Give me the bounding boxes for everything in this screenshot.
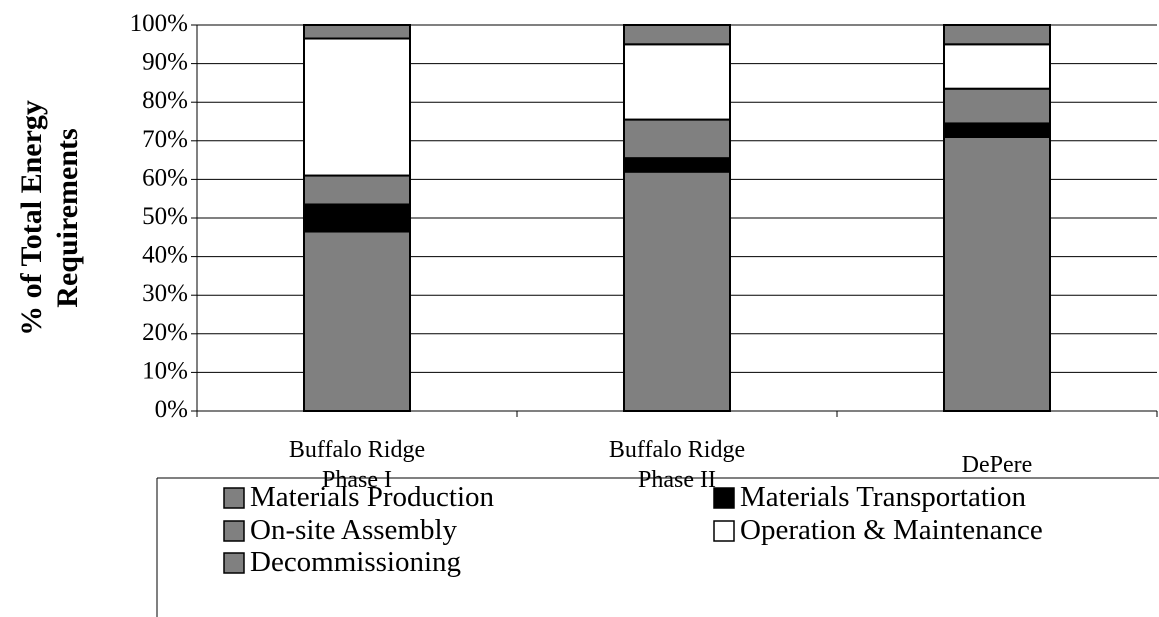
y-tick-label: 60% [142,164,188,191]
legend-label: Materials Transportation [740,481,1026,513]
y-tick-label: 80% [142,87,188,114]
bar-segment [943,87,1051,125]
y-tick-label: 70% [142,126,188,153]
y-tick-label: 90% [142,48,188,75]
bar-segment [303,203,411,233]
y-tick-label: 30% [142,280,188,307]
bar-segment [943,122,1051,138]
y-tick-label: 40% [142,241,188,268]
y-tick-label: 0% [155,396,188,423]
bar-segment [623,118,731,160]
x-tick-label: Buffalo Ridge Phase II [609,437,745,493]
x-tick-label: Buffalo Ridge Phase I [289,437,425,493]
legend-swatch [223,552,245,574]
bar-segment [303,37,411,177]
legend-label: On-site Assembly [250,514,458,546]
legend-swatch [223,520,245,542]
bar-segment [943,43,1051,90]
bar-segment [303,24,411,40]
x-tick-label: DePere [962,452,1033,478]
bar-segment [943,24,1051,46]
legend-label: Operation & Maintenance [740,514,1043,546]
y-tick-label: 100% [130,10,188,37]
legend-swatch [713,487,735,509]
bar-segment [303,174,411,206]
bar-segment [623,157,731,173]
bar-segment [943,135,1051,412]
y-tick-label: 10% [142,357,188,384]
bar-segment [623,43,731,121]
legend-swatch [713,520,735,542]
y-axis-label: % of Total Energy Requirements [15,100,84,336]
bar-segment [623,24,731,46]
legend-label: Decommissioning [250,546,461,578]
legend-swatch [223,487,245,509]
bar-segment [623,170,731,412]
bar-segment [303,230,411,412]
legend-label: Materials Production [250,481,495,513]
y-tick-label: 20% [142,319,188,346]
y-tick-label: 50% [142,203,188,230]
